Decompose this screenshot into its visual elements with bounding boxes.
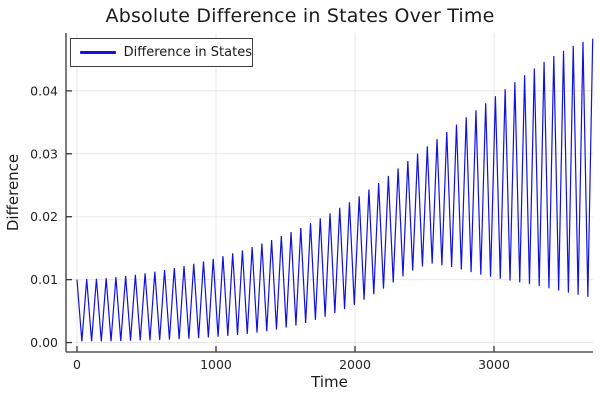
y-tick-label: 0.04: [30, 83, 58, 98]
legend-entry-label: Difference in States: [123, 45, 252, 60]
x-tick-label: 2000: [339, 357, 371, 372]
chart-title: Absolute Difference in States Over Time: [105, 5, 495, 27]
series-path: [76, 38, 594, 342]
y-tick-label: 0.03: [30, 146, 58, 161]
x-tick-label: 1000: [200, 357, 232, 372]
y-tick-label: 0.02: [30, 209, 58, 224]
legend-line-sample: [80, 51, 116, 54]
y-tick-label: 0.00: [30, 335, 58, 350]
x-axis-label: Time: [311, 373, 348, 391]
legend-box: Difference in States: [70, 38, 253, 67]
y-tick-label: 0.01: [30, 272, 58, 287]
x-tick-label: 3000: [478, 357, 510, 372]
x-tick-label: 0: [73, 357, 81, 372]
y-axis-label: Difference: [4, 153, 22, 232]
